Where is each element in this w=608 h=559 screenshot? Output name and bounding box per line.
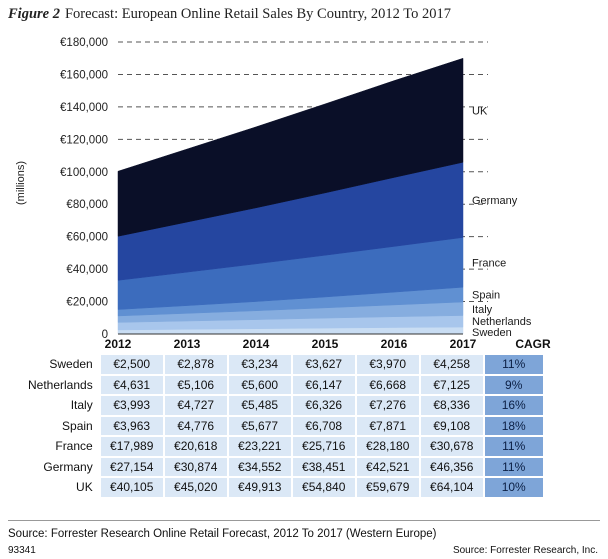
table-row: UK €40,105 €45,020 €49,913 €54,840 €59,679 €64… bbox=[24, 478, 543, 497]
figure-code: 93341 bbox=[8, 545, 36, 556]
y-tick-label: €40,000 bbox=[66, 264, 108, 276]
table-cell: €27,154 bbox=[100, 457, 163, 476]
table-cell: €2,878 bbox=[164, 355, 227, 374]
table-cell: €9,108 bbox=[420, 416, 483, 435]
cagr-cell: 16% bbox=[484, 396, 543, 415]
table-cell: €23,221 bbox=[228, 437, 291, 456]
table-cell: €6,708 bbox=[292, 416, 355, 435]
table-cell: €8,336 bbox=[420, 396, 483, 415]
table-row: Sweden €2,500 €2,878 €3,234 €3,627 €3,970 €4,2… bbox=[24, 355, 543, 374]
row-label: Sweden bbox=[49, 357, 93, 372]
y-tick-label: €140,000 bbox=[60, 102, 108, 114]
table-cell: €4,258 bbox=[420, 355, 483, 374]
table-cell: €4,727 bbox=[164, 396, 227, 415]
cagr-header: CAGR bbox=[515, 337, 551, 351]
row-label: Netherlands bbox=[28, 377, 93, 392]
table-cell: €5,106 bbox=[164, 375, 227, 394]
table-cell: €46,356 bbox=[420, 457, 483, 476]
table-cell: €3,963 bbox=[100, 416, 163, 435]
series-label-germany: Germany bbox=[472, 195, 518, 207]
table-cell: €5,677 bbox=[228, 416, 291, 435]
table-cell: €6,147 bbox=[292, 375, 355, 394]
x-tick-label: 2014 bbox=[243, 337, 270, 351]
series-label-sweden: Sweden bbox=[472, 327, 512, 339]
y-axis-label: (millions) bbox=[15, 161, 27, 205]
y-tick-label: €100,000 bbox=[60, 167, 108, 179]
table-cell: €3,234 bbox=[228, 355, 291, 374]
y-tick-label: 0 bbox=[102, 329, 108, 341]
x-tick-label: 2012 bbox=[105, 337, 132, 351]
y-tick-label: €80,000 bbox=[66, 199, 108, 211]
series-label-netherlands: Netherlands bbox=[472, 316, 532, 328]
row-label: Spain bbox=[62, 418, 93, 433]
y-tick-label: €160,000 bbox=[60, 69, 108, 81]
y-tick-label: €120,000 bbox=[60, 134, 108, 146]
row-label: France bbox=[55, 439, 93, 454]
cagr-cell: 11% bbox=[484, 437, 543, 456]
row-label: Italy bbox=[70, 398, 93, 413]
footer-divider bbox=[8, 520, 600, 521]
series-label-spain: Spain bbox=[472, 290, 500, 302]
cagr-cell: 18% bbox=[484, 416, 543, 435]
cagr-cell: 9% bbox=[484, 375, 543, 394]
table-row: France €17,989 €20,618 €23,221 €25,716 €28,18… bbox=[24, 437, 543, 456]
table-row: Netherlands €4,631 €5,106 €5,600 €6,147 €6,66… bbox=[24, 375, 543, 394]
area-uk bbox=[117, 57, 464, 237]
table-cell: €20,618 bbox=[164, 437, 227, 456]
table-cell: €7,871 bbox=[356, 416, 419, 435]
y-tick-label: €180,000 bbox=[60, 37, 108, 49]
table-cell: €17,989 bbox=[100, 437, 163, 456]
area-chart: 0 €20,000 €40,000 €60,000 €80,000 €100,000 €12… bbox=[60, 37, 551, 351]
series-label-france: France bbox=[472, 257, 506, 269]
table-cell: €34,552 bbox=[228, 457, 291, 476]
series-label-italy: Italy bbox=[472, 304, 493, 316]
x-tick-label: 2015 bbox=[312, 337, 339, 351]
cagr-cell: 11% bbox=[484, 457, 543, 476]
table-cell: €49,913 bbox=[228, 478, 291, 497]
x-tick-label: 2013 bbox=[174, 337, 201, 351]
table-row: Germany €27,154 €30,874 €34,552 €38,451 €42,5… bbox=[24, 457, 543, 476]
figure-title: Figure 2 Forecast: European Online Retail… bbox=[8, 6, 451, 23]
table-cell: €54,840 bbox=[292, 478, 355, 497]
source-credit: Source: Forrester Research, Inc. bbox=[452, 545, 598, 556]
table-row: Italy €3,993 €4,727 €5,485 €6,326 €7,276 €8,33… bbox=[24, 396, 543, 415]
row-label: Germany bbox=[43, 459, 93, 474]
table-cell: €64,104 bbox=[420, 478, 483, 497]
table-cell: €5,485 bbox=[228, 396, 291, 415]
table-cell: €42,521 bbox=[356, 457, 419, 476]
table-cell: €40,105 bbox=[100, 478, 163, 497]
data-table: Sweden €2,500 €2,878 €3,234 €3,627 €3,970 €4,2… bbox=[22, 353, 545, 499]
table-cell: €6,326 bbox=[292, 396, 355, 415]
x-tick-label: 2017 bbox=[450, 337, 477, 351]
table-cell: €30,678 bbox=[420, 437, 483, 456]
table-cell: €38,451 bbox=[292, 457, 355, 476]
table-cell: €45,020 bbox=[164, 478, 227, 497]
table-cell: €30,874 bbox=[164, 457, 227, 476]
series-label-uk: UK bbox=[472, 105, 488, 117]
table-cell: €7,276 bbox=[356, 396, 419, 415]
cagr-cell: 10% bbox=[484, 478, 543, 497]
table-cell: €4,776 bbox=[164, 416, 227, 435]
table-row: Spain €3,963 €4,776 €5,677 €6,708 €7,871 €9,10… bbox=[24, 416, 543, 435]
table-cell: €59,679 bbox=[356, 478, 419, 497]
cagr-cell: 11% bbox=[484, 355, 543, 374]
figure-label: Figure 2 bbox=[8, 6, 60, 22]
table-cell: €6,668 bbox=[356, 375, 419, 394]
table-cell: €3,993 bbox=[100, 396, 163, 415]
table-cell: €5,600 bbox=[228, 375, 291, 394]
table-cell: €2,500 bbox=[100, 355, 163, 374]
x-tick-label: 2016 bbox=[381, 337, 408, 351]
table-cell: €25,716 bbox=[292, 437, 355, 456]
y-tick-label: €20,000 bbox=[66, 297, 108, 309]
figure-title-text: Forecast: European Online Retail Sales B… bbox=[64, 6, 451, 22]
source-note: Source: Forrester Research Online Retail… bbox=[8, 528, 437, 540]
table-cell: €3,627 bbox=[292, 355, 355, 374]
y-tick-label: €60,000 bbox=[66, 232, 108, 244]
row-label: UK bbox=[76, 480, 93, 495]
table-cell: €4,631 bbox=[100, 375, 163, 394]
table-cell: €3,970 bbox=[356, 355, 419, 374]
table-cell: €28,180 bbox=[356, 437, 419, 456]
table-cell: €7,125 bbox=[420, 375, 483, 394]
